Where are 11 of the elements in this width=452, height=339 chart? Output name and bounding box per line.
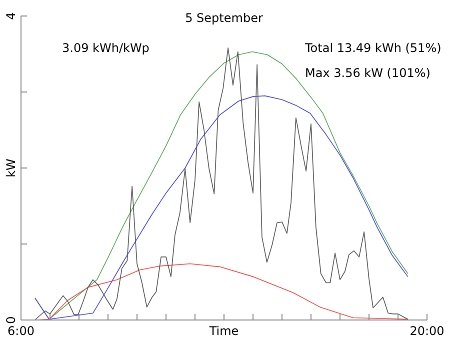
line-series [34,95,408,320]
x-axis-title: Time [208,324,239,338]
y-tick-label: 0 [4,316,18,324]
y-tick-label: 4 [4,12,18,20]
annotation: Max 3.56 kW (101%) [305,66,430,80]
y-axis-title: kW [4,158,18,178]
annotation: 3.09 kWh/kWp [62,41,150,55]
annotation: Total 13.49 kWh (51%) [304,41,442,55]
x-tick-label: 6:00 [8,324,34,338]
x-tick-label: 20:00 [410,324,444,338]
chart-title: 5 September [185,11,263,25]
